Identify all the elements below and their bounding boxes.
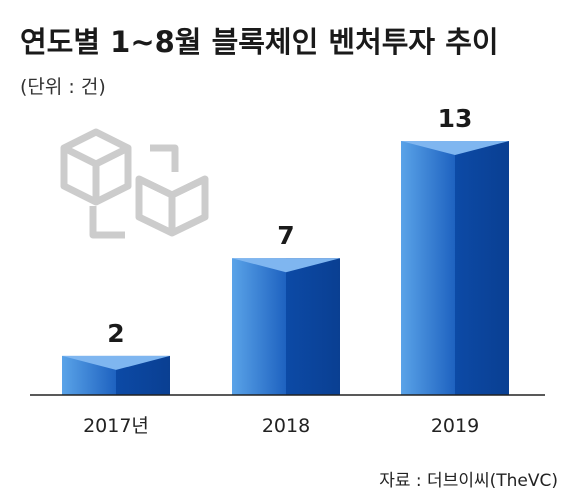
unit-label: (단위 : 건): [20, 76, 106, 98]
value-label: 2: [107, 319, 124, 348]
bar-face-left: [232, 258, 286, 395]
chart-title: 연도별 1~8월 블록체인 벤처투자 추이: [20, 25, 499, 59]
x-tick-label: 2017년: [83, 415, 149, 437]
bar: [401, 141, 509, 395]
bar-face-left: [401, 141, 455, 395]
x-tick-label: 2018: [262, 415, 310, 437]
cube-icon: [60, 128, 209, 239]
bar: [62, 355, 170, 395]
value-label: 7: [277, 221, 294, 250]
bar: [232, 258, 340, 395]
bar-face-right: [455, 141, 509, 395]
source-note: 자료 : 더브이씨(TheVC): [379, 471, 558, 491]
bar-series: 2 2017년 7 2018 13 2019: [62, 104, 509, 437]
bar-face-right: [286, 258, 340, 395]
bar-top: [232, 258, 340, 273]
bar-top: [401, 141, 509, 155]
bar-top: [62, 355, 170, 370]
x-tick-label: 2019: [431, 415, 479, 437]
value-label: 13: [438, 104, 473, 133]
